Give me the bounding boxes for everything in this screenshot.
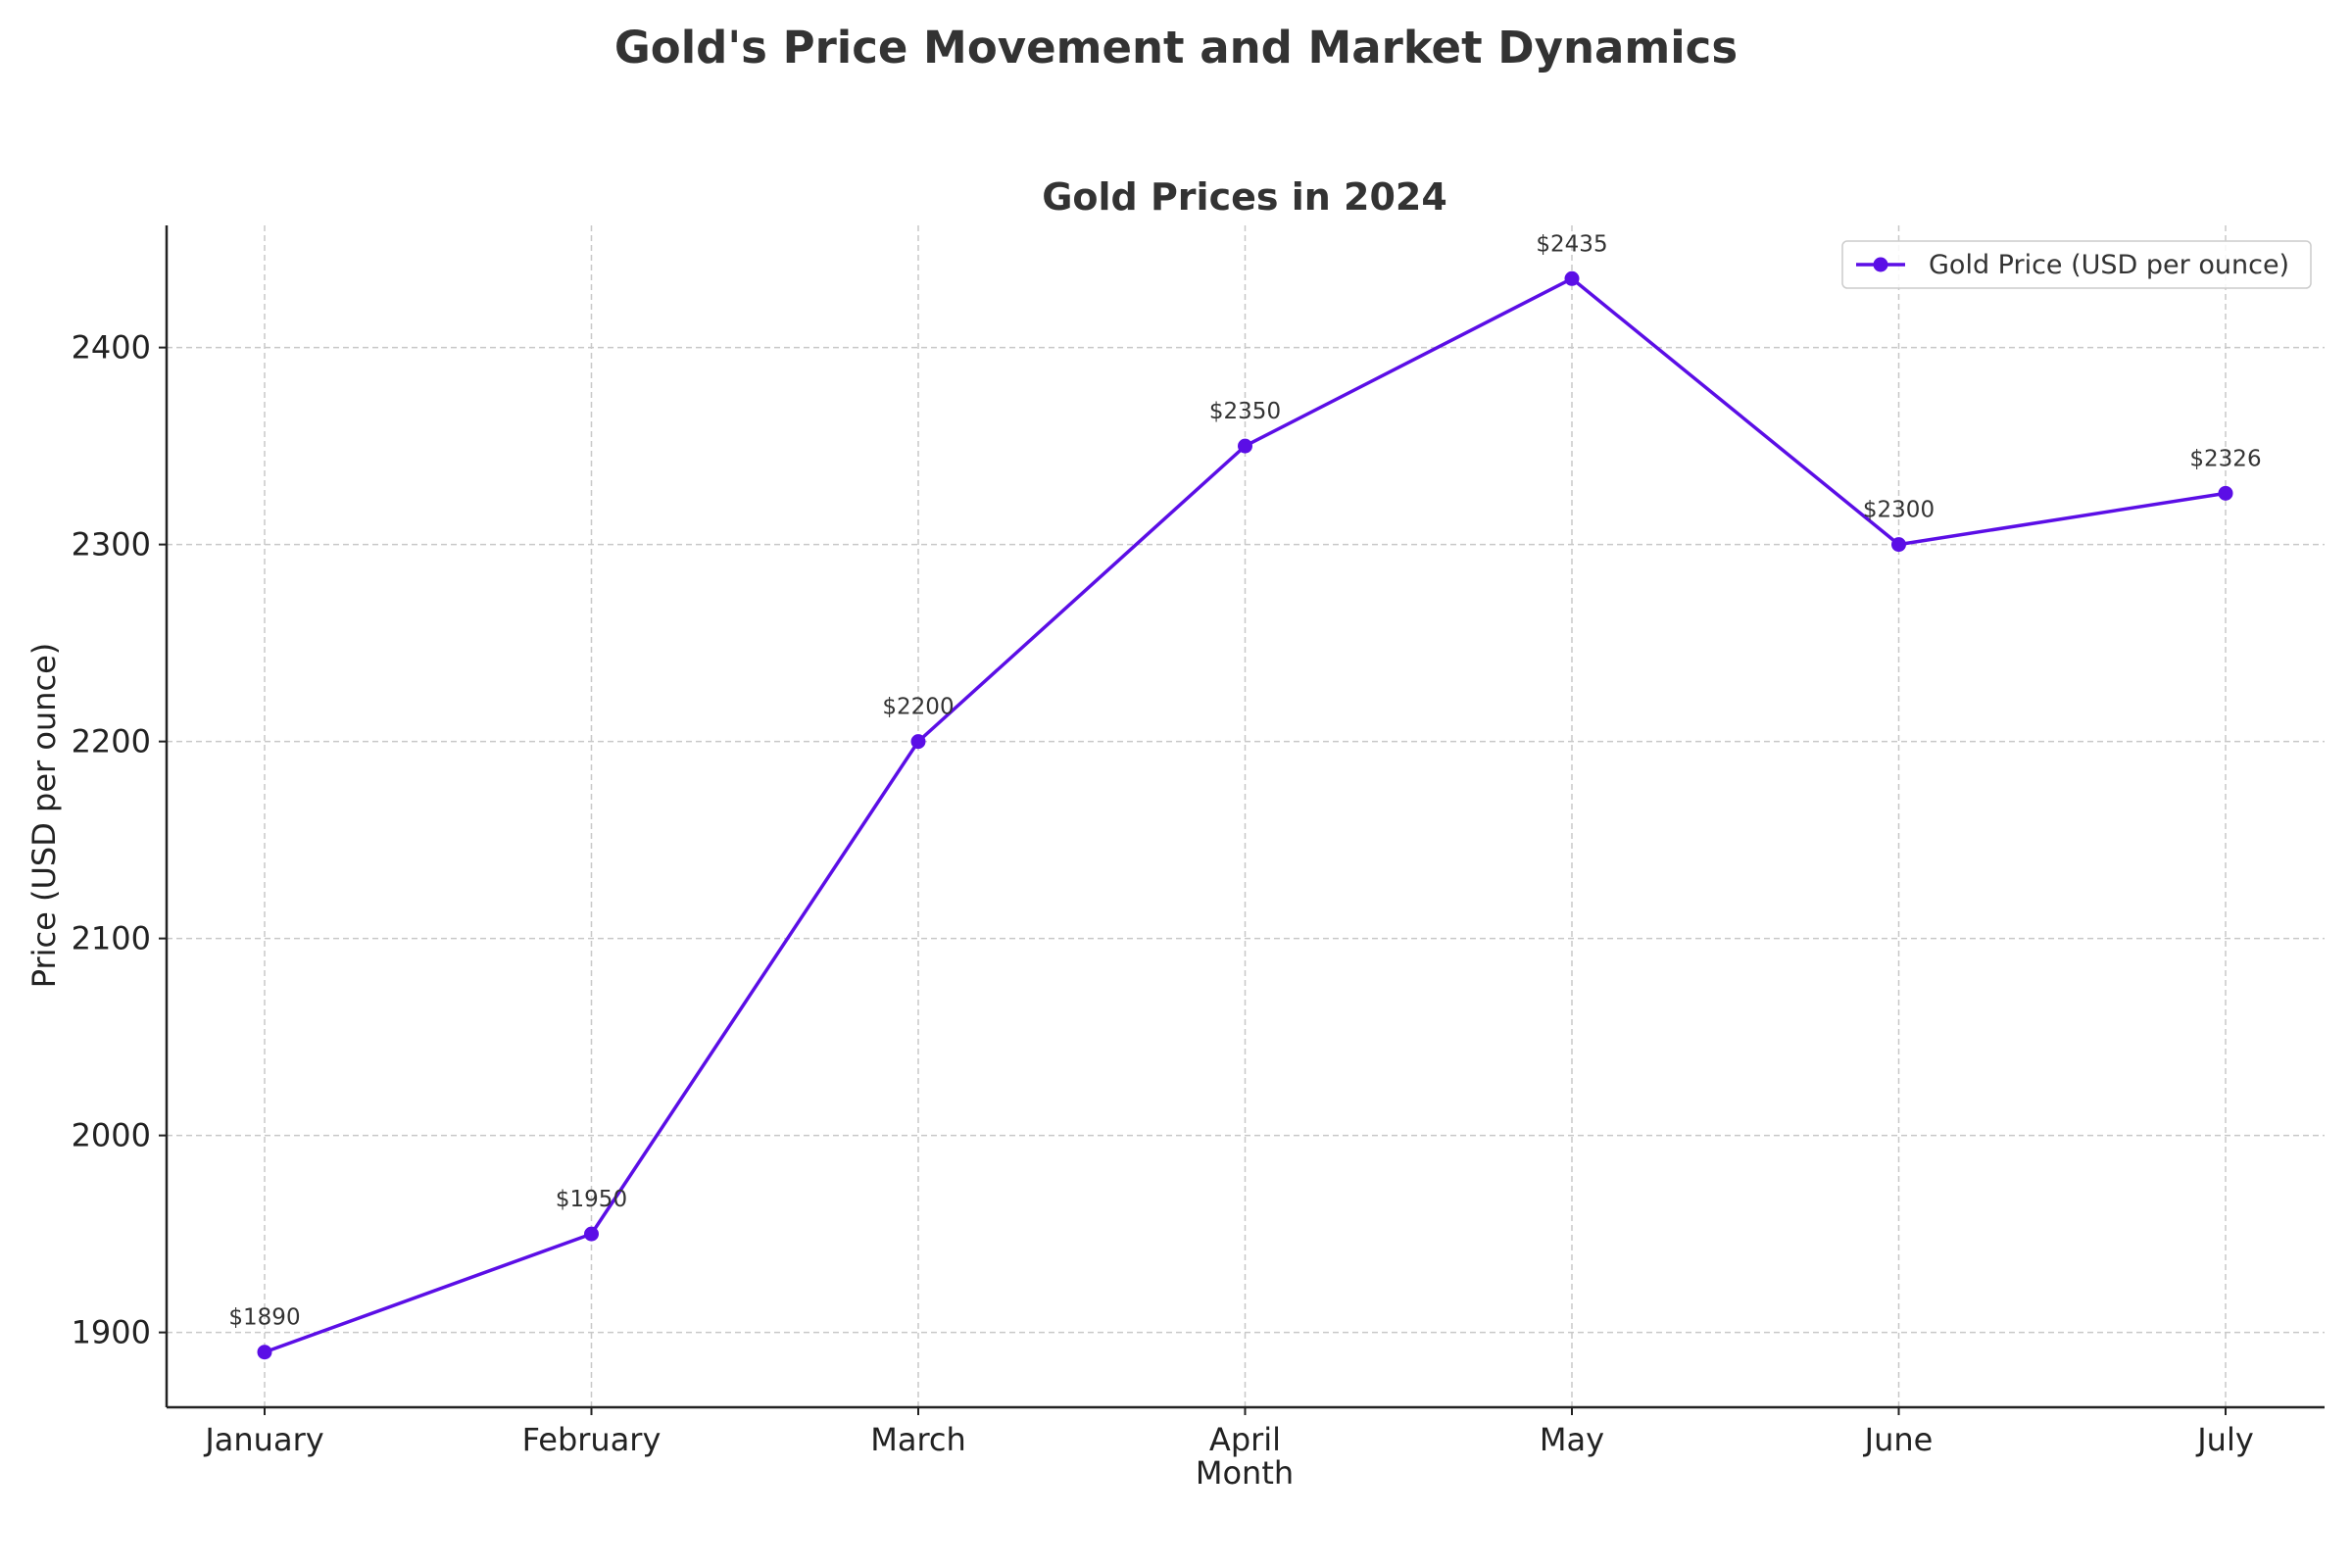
x-tick-label: May [1540,1421,1604,1458]
data-label: $2435 [1536,231,1607,257]
x-tick-label: February [522,1421,662,1458]
x-tick-label: June [1863,1421,1934,1458]
data-point [257,1345,272,1360]
y-tick-label: 1900 [72,1314,151,1351]
x-tick-label: April [1209,1421,1281,1458]
data-labels-layer: $1890 $1950 $2200 $2350 $2435 $2300 $2326 [228,231,2261,1330]
y-tick-label: 2300 [72,526,151,564]
data-point [584,1226,599,1242]
chart-title: Gold Prices in 2024 [1042,175,1447,219]
legend-label: Gold Price (USD per ounce) [1929,250,2289,280]
y-tick-label: 2100 [72,920,151,957]
x-tick-label: January [203,1421,323,1458]
figure-suptitle: Gold's Price Movement and Market Dynamic… [614,22,1738,74]
data-point [910,734,926,750]
legend-box [1841,240,2312,289]
data-label: $1950 [556,1187,627,1212]
grid-layer [167,225,2325,1407]
y-tick-label: 2000 [72,1117,151,1154]
data-label: $2326 [2189,446,2261,471]
data-label: $2300 [1863,498,1935,523]
data-point [1891,537,1906,553]
x-axis-label: Month [1196,1454,1294,1492]
data-label: $2200 [882,695,954,720]
x-tick-label: July [2195,1421,2254,1458]
x-tick-label: March [870,1421,966,1458]
y-axis-label: Price (USD per ounce) [25,643,63,989]
data-label: $1890 [228,1305,300,1331]
data-point [1238,438,1252,454]
data-label: $2350 [1209,399,1281,424]
y-tick-label: 2400 [72,329,151,367]
data-point [1564,270,1580,286]
data-point [2218,485,2233,501]
series-layer [257,270,2233,1360]
y-tick-label: 2200 [72,723,151,760]
axes-layer: January February March April May June July 1900… [72,225,2325,1458]
legend: Gold Price (USD per ounce) [1841,240,2312,289]
legend-marker [1873,257,1888,272]
